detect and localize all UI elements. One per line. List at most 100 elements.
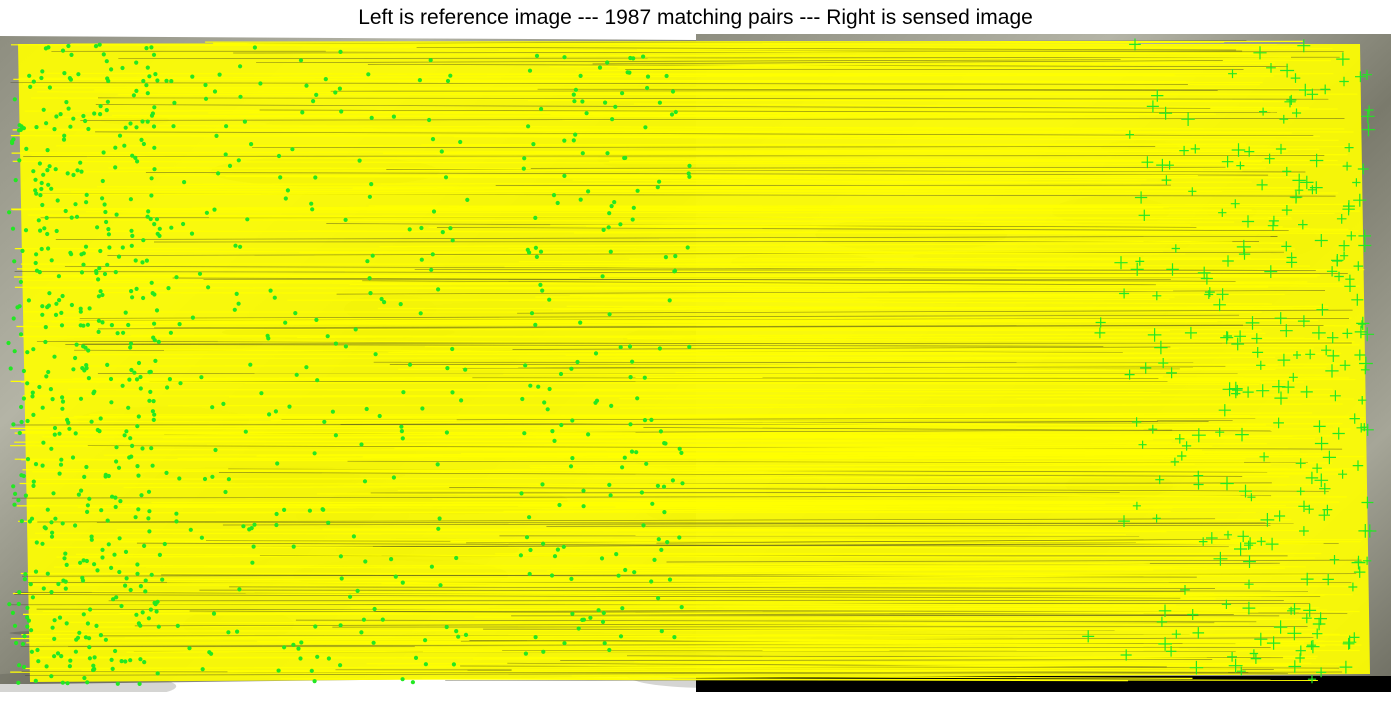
match-line [637, 662, 1350, 665]
reference-keypoint [11, 484, 16, 489]
match-line [55, 425, 1274, 428]
match-line [499, 316, 1352, 319]
match-line [336, 290, 1326, 295]
sensed-keypoint [1234, 330, 1246, 343]
sensed-keypoint [1352, 178, 1361, 187]
reference-keypoint [83, 244, 89, 249]
reference-keypoint [144, 83, 149, 88]
reference-keypoint [149, 572, 154, 577]
reference-keypoint [102, 202, 107, 207]
reference-keypoint [545, 407, 550, 412]
reference-keypoint [141, 238, 146, 243]
reference-keypoint [398, 302, 403, 307]
reference-keypoint [199, 535, 204, 540]
match-line [153, 356, 1276, 359]
reference-keypoint [49, 258, 54, 263]
reference-keypoint [687, 163, 692, 168]
reference-keypoint [677, 535, 682, 540]
reference-keypoint [98, 248, 103, 254]
reference-keypoint [39, 180, 44, 186]
reference-keypoint [686, 171, 691, 176]
reference-keypoint [679, 605, 684, 610]
reference-keypoint [628, 422, 633, 427]
reference-keypoint [400, 436, 405, 441]
sensed-keypoint [1216, 288, 1229, 301]
reference-keypoint [13, 491, 18, 496]
reference-keypoint [21, 473, 26, 479]
sensed-keypoint [1316, 667, 1327, 678]
reference-keypoint [438, 583, 443, 588]
sensed-keypoint [1273, 620, 1288, 634]
reference-keypoint [206, 285, 211, 290]
sensed-keypoint [1342, 635, 1357, 649]
reference-keypoint [106, 227, 111, 232]
reference-keypoint [443, 175, 449, 180]
reference-keypoint [339, 109, 344, 114]
reference-keypoint [129, 289, 134, 294]
match-line [471, 493, 1241, 497]
reference-keypoint [143, 578, 148, 583]
reference-keypoint [141, 78, 146, 84]
reference-keypoint [581, 488, 586, 493]
match-line [43, 274, 1320, 277]
reference-keypoint [141, 295, 146, 301]
sensed-keypoint [1184, 326, 1197, 339]
reference-keypoint [276, 153, 282, 159]
reference-keypoint [448, 226, 453, 231]
reference-keypoint [167, 377, 172, 382]
match-line [633, 103, 1310, 109]
reference-keypoint [135, 562, 140, 567]
match-line [24, 108, 1338, 112]
sensed-keypoint [1307, 675, 1317, 684]
sensed-keypoint [1242, 386, 1254, 398]
reference-keypoint [80, 575, 85, 581]
sensed-keypoint [1322, 573, 1334, 586]
sensed-keypoint [1223, 530, 1232, 539]
reference-keypoint [17, 590, 22, 595]
reference-keypoint [569, 576, 574, 582]
match-line [79, 314, 1240, 319]
reference-keypoint [210, 405, 215, 410]
reference-keypoint [34, 191, 39, 196]
reference-keypoint [94, 623, 99, 629]
reference-keypoint [296, 646, 301, 651]
reference-keypoint [580, 99, 585, 104]
reference-keypoint [100, 196, 105, 201]
reference-keypoint [593, 400, 598, 405]
sensed-keypoint [1177, 451, 1187, 461]
reference-keypoint [521, 166, 526, 171]
reference-keypoint [576, 626, 581, 631]
sensed-keypoint [1235, 427, 1249, 442]
reference-keypoint [103, 209, 108, 215]
reference-keypoint [82, 474, 87, 479]
reference-keypoint [38, 193, 43, 198]
match-line [14, 271, 1348, 274]
match-line [325, 50, 1255, 54]
reference-keypoint [166, 286, 171, 291]
reference-keypoint [30, 390, 35, 395]
reference-keypoint [178, 381, 183, 386]
reference-keypoint [79, 488, 84, 493]
match-line [110, 440, 1172, 443]
match-line [13, 78, 1187, 83]
sensed-keypoint [1231, 143, 1246, 157]
reference-keypoint [84, 363, 89, 368]
reference-keypoint [46, 369, 51, 375]
reference-keypoint [17, 158, 22, 163]
sensed-keypoint [1165, 160, 1174, 170]
match-line [87, 445, 1343, 450]
match-line [637, 46, 1307, 51]
reference-keypoint [359, 630, 364, 635]
reference-keypoint [33, 462, 39, 467]
sensed-keypoint [1292, 173, 1306, 188]
sensed-keypoint [1221, 155, 1234, 168]
match-line [164, 429, 1173, 435]
reference-keypoint [37, 161, 43, 166]
reference-keypoint [78, 309, 83, 314]
reference-keypoint [199, 375, 204, 380]
reference-keypoint [119, 659, 124, 664]
reference-keypoint [65, 681, 70, 686]
reference-keypoint [177, 322, 182, 327]
match-line [495, 184, 1171, 186]
reference-keypoint [117, 133, 123, 138]
